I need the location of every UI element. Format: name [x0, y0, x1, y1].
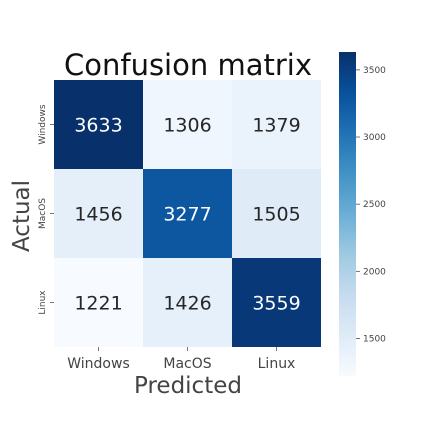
cell-value-label: 3277 — [163, 204, 211, 226]
heatmap-cell — [143, 80, 232, 169]
heatmap-cell — [232, 80, 321, 169]
heatmap-cell — [54, 80, 143, 169]
x-axis-label: Predicted — [134, 373, 242, 399]
colorbar-tick-label: 3000 — [363, 133, 386, 143]
colorbar-ticks: 1500 2000 2500 3000 3500 — [356, 66, 386, 345]
cell-value-label: 1426 — [163, 293, 211, 315]
y-tick-label: Windows — [38, 104, 48, 144]
cell-value-label: 1221 — [74, 293, 122, 315]
cell-value-label: 1505 — [252, 204, 300, 226]
heatmap-cell — [143, 258, 232, 347]
colorbar — [339, 52, 356, 376]
cell-value-label: 1456 — [74, 204, 122, 226]
y-axis-ticks: Windows MacOS Linux — [38, 104, 54, 315]
heatmap-cells: 3633 1306 1379 1456 3277 1505 1221 1426 3559 — [54, 80, 321, 347]
cell-value-label: 1306 — [163, 115, 211, 137]
chart-title: Confusion matrix — [64, 48, 312, 82]
y-tick-label: MacOS — [38, 198, 48, 229]
x-axis-ticks: Windows MacOS Linux — [67, 347, 295, 372]
colorbar-tick-label: 1500 — [363, 335, 386, 345]
x-tick-label: MacOS — [163, 356, 211, 372]
cell-value-label: 3633 — [74, 115, 122, 137]
heatmap-cell — [143, 169, 232, 258]
colorbar-tick-label: 2500 — [363, 200, 386, 210]
colorbar-tick-label: 3500 — [363, 66, 386, 76]
y-tick-label: Linux — [38, 290, 48, 315]
x-tick-label: Linux — [258, 356, 296, 372]
colorbar-tick-label: 2000 — [363, 267, 386, 277]
heatmap-cell — [232, 258, 321, 347]
heatmap-cell — [54, 258, 143, 347]
y-axis-label: Actual — [9, 180, 35, 252]
cell-value-label: 1379 — [252, 115, 300, 137]
heatmap-cell — [232, 169, 321, 258]
heatmap-cell — [54, 169, 143, 258]
cell-value-label: 3559 — [252, 293, 300, 315]
x-tick-label: Windows — [67, 356, 130, 372]
